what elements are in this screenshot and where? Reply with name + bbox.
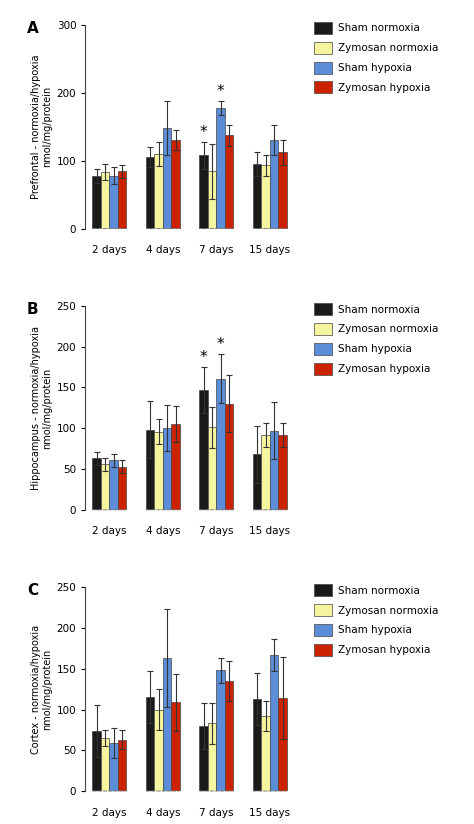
Bar [216, 378, 225, 510]
Bar [92, 176, 101, 228]
Bar [253, 164, 261, 228]
Bar [172, 702, 180, 791]
Bar [155, 154, 163, 228]
Legend: Sham normoxia, Zymosan normoxia, Sham hypoxia, Zymosan hypoxia: Sham normoxia, Zymosan normoxia, Sham hy… [311, 301, 440, 377]
Bar [261, 166, 270, 228]
Bar [92, 731, 101, 791]
Bar [109, 460, 118, 510]
Y-axis label: Prefrontal - normoxia/hypoxia
nmol/mg/protein: Prefrontal - normoxia/hypoxia nmol/mg/pr… [31, 54, 53, 199]
Bar [253, 699, 261, 791]
Bar [270, 140, 278, 228]
Text: *: * [217, 84, 224, 100]
Text: A: A [27, 21, 39, 35]
Bar [199, 726, 208, 791]
Y-axis label: Cortex - normoxia/hypoxia
nmol/mg/protein: Cortex - normoxia/hypoxia nmol/mg/protei… [31, 625, 52, 754]
Bar [101, 172, 109, 228]
Bar [163, 428, 172, 510]
Text: *: * [200, 124, 207, 139]
Bar [118, 740, 127, 791]
Bar [146, 697, 155, 791]
Bar [278, 698, 287, 791]
Bar [278, 152, 287, 228]
Bar [208, 171, 216, 228]
Y-axis label: Hippocampus - normoxia/hypoxia
nmol/mg/protein: Hippocampus - normoxia/hypoxia nmol/mg/p… [31, 325, 52, 490]
Bar [101, 738, 109, 791]
Bar [146, 157, 155, 228]
Bar [172, 140, 180, 228]
Bar [270, 431, 278, 510]
Bar [216, 671, 225, 791]
Bar [270, 655, 278, 791]
Bar [261, 716, 270, 791]
Legend: Sham normoxia, Zymosan normoxia, Sham hypoxia, Zymosan hypoxia: Sham normoxia, Zymosan normoxia, Sham hy… [311, 20, 440, 96]
Bar [109, 743, 118, 791]
Bar [155, 432, 163, 510]
Bar [155, 709, 163, 791]
Bar [225, 135, 234, 228]
Bar [101, 464, 109, 510]
Text: *: * [217, 337, 224, 352]
Bar [216, 108, 225, 228]
Bar [146, 430, 155, 510]
Text: C: C [27, 583, 38, 598]
Legend: Sham normoxia, Zymosan normoxia, Sham hypoxia, Zymosan hypoxia: Sham normoxia, Zymosan normoxia, Sham hy… [311, 583, 440, 658]
Bar [278, 435, 287, 510]
Bar [109, 176, 118, 228]
Bar [225, 404, 234, 510]
Text: *: * [200, 349, 207, 365]
Bar [253, 454, 261, 510]
Bar [261, 435, 270, 510]
Bar [208, 723, 216, 791]
Bar [208, 428, 216, 510]
Bar [225, 681, 234, 791]
Bar [92, 458, 101, 510]
Bar [118, 171, 127, 228]
Bar [118, 466, 127, 510]
Bar [172, 424, 180, 510]
Text: B: B [27, 302, 38, 317]
Bar [199, 390, 208, 510]
Bar [163, 658, 172, 791]
Bar [163, 128, 172, 228]
Bar [199, 155, 208, 228]
